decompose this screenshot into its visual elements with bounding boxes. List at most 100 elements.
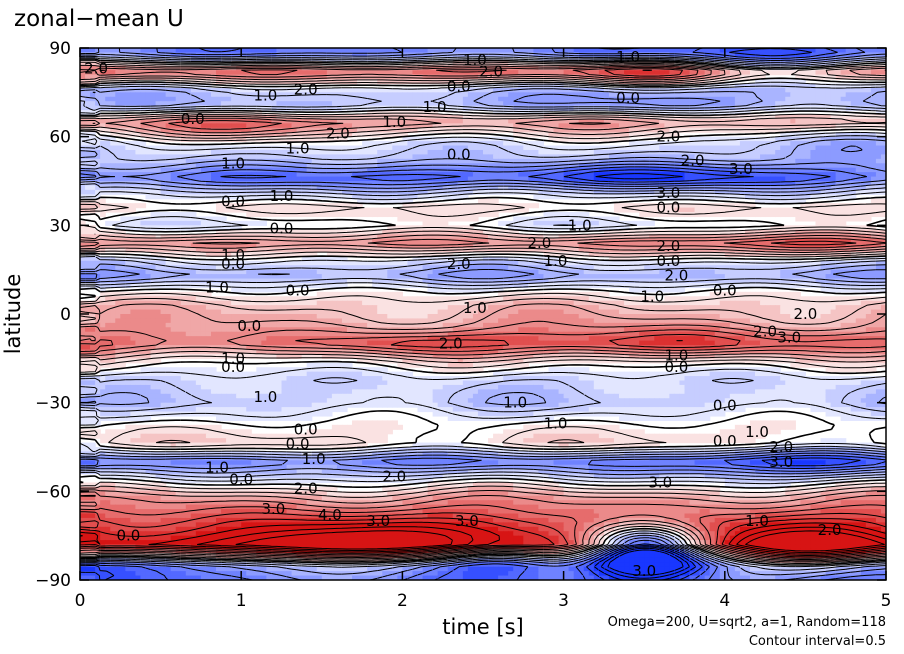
contour-label: 1.0: [616, 48, 640, 66]
contour-line: [600, 547, 690, 579]
contour-label: 3.0: [632, 562, 656, 580]
contour-label: 1.0: [664, 346, 688, 364]
contour-label: 0.0: [221, 193, 245, 211]
contour-label: 1.0: [205, 459, 229, 477]
contour-line: [235, 530, 885, 552]
contour-label: 2.0: [527, 234, 551, 252]
axis-ticks: 0 1 2 3 4 5 90 60 30 0 −30 −60 −90: [35, 39, 891, 611]
contour-line: [80, 57, 886, 568]
y-tick-label: 30: [49, 216, 71, 236]
x-tick-label: 2: [397, 591, 408, 611]
contour-label: 2.0: [294, 80, 318, 98]
contour-label: 2.0: [84, 60, 108, 78]
contour-label: 0.0: [447, 77, 471, 95]
contour-label: 0.0: [286, 435, 310, 453]
contour-label: 0.0: [713, 397, 737, 415]
contour-line: [80, 66, 886, 559]
contour-label: 1.0: [221, 246, 245, 264]
contour-label: 1.0: [302, 450, 326, 468]
footnote-contour-interval: Contour interval=0.5: [749, 634, 886, 649]
contour-label: 2.0: [656, 237, 680, 255]
contour-label: 2.0: [447, 255, 471, 273]
contour-label: 1.0: [745, 512, 769, 530]
contour-label: 1.0: [503, 394, 527, 412]
contour-label: 1.0: [423, 98, 447, 116]
y-tick-label: 0: [60, 305, 71, 325]
contour-label: 1.0: [640, 287, 664, 305]
contour-label-layer: 2.0 1.02.01.00.01.0 2.01.0 0.00.0 1.02.01.0 0…: [84, 48, 841, 580]
y-tick-label: −60: [35, 482, 71, 502]
x-tick-label: 5: [881, 591, 892, 611]
contour-label: 1.0: [544, 414, 568, 432]
contour-label: 0.0: [221, 255, 245, 273]
contour-label: 2.0: [818, 521, 842, 539]
x-tick-label: 4: [719, 591, 730, 611]
contour-label: 0.0: [713, 281, 737, 299]
contour-label: 2.0: [793, 305, 817, 323]
contour-label: 2.0: [382, 468, 406, 486]
contour-line: [80, 48, 861, 580]
contour-label: 2.0: [326, 125, 350, 143]
y-tick-label: 60: [49, 128, 71, 148]
y-tick-label: 90: [49, 39, 71, 59]
contour-label: 1.0: [568, 216, 592, 234]
contour-label: 0.0: [713, 432, 737, 450]
contour-label: 0.0: [286, 281, 310, 299]
contour-label: 3.0: [261, 500, 285, 518]
contour-label: 2.0: [681, 151, 705, 169]
contour-label: 1.0: [253, 86, 277, 104]
contour-label: 1.0: [221, 349, 245, 367]
contour-label: 0.0: [616, 89, 640, 107]
contour-label: 0.0: [181, 110, 205, 128]
contour-label: 3.0: [455, 512, 479, 530]
contour-label: 1.0: [253, 388, 277, 406]
contour-label: 3.0: [648, 474, 672, 492]
x-tick-label: 0: [75, 591, 86, 611]
contour-label: 2.0: [439, 335, 463, 353]
contour-layer: [80, 48, 886, 580]
contour-label: 1.0: [270, 187, 294, 205]
contour-line: [80, 48, 886, 580]
contour-label: 0.0: [237, 317, 261, 335]
contour-line: [80, 48, 886, 580]
contour-label: 3.0: [729, 160, 753, 178]
y-tick-label: −30: [35, 394, 71, 414]
contour-label: 2.0: [664, 267, 688, 285]
contour-label: 2.0: [753, 323, 777, 341]
contour-label: 3.0: [777, 329, 801, 347]
contour-label: 1.0: [221, 154, 245, 172]
contour-line: [607, 549, 684, 576]
contour-label: 1.0: [286, 140, 310, 158]
x-tick-label: 1: [236, 591, 247, 611]
contour-line: [80, 68, 886, 558]
contour-label: 2.0: [769, 438, 793, 456]
contour-label: 3.0: [366, 512, 390, 530]
contour-label: 0.0: [221, 358, 245, 376]
contour-label: 3.0: [769, 453, 793, 471]
contour-label: 0.0: [270, 219, 294, 237]
contour-label: 0.0: [664, 358, 688, 376]
contour-label: 0.0: [229, 471, 253, 489]
contour-label: 1.0: [745, 423, 769, 441]
y-axis-label: latitude: [1, 274, 25, 355]
contour-label: 2.0: [479, 63, 503, 81]
contour-label: 4.0: [318, 506, 342, 524]
contour-label: 1.0: [463, 51, 487, 69]
contour-label: 1.0: [382, 113, 406, 131]
contour-label: 0.0: [116, 527, 140, 545]
contour-line: [80, 59, 886, 564]
contour-label: 3.0: [656, 184, 680, 202]
contour-line: [80, 69, 886, 556]
contour-line: [80, 53, 886, 576]
contour-label: 2.0: [656, 128, 680, 146]
contour-label: 0.0: [294, 420, 318, 438]
contour-line: [80, 61, 886, 563]
contour-label: 0.0: [656, 199, 680, 217]
contour-line: [80, 526, 886, 554]
contour-line: [80, 521, 886, 555]
contour-line: [593, 173, 697, 580]
contour-label: 1.0: [544, 252, 568, 270]
contour-label: 0.0: [447, 145, 471, 163]
chart-title: zonal−mean U: [14, 6, 184, 32]
